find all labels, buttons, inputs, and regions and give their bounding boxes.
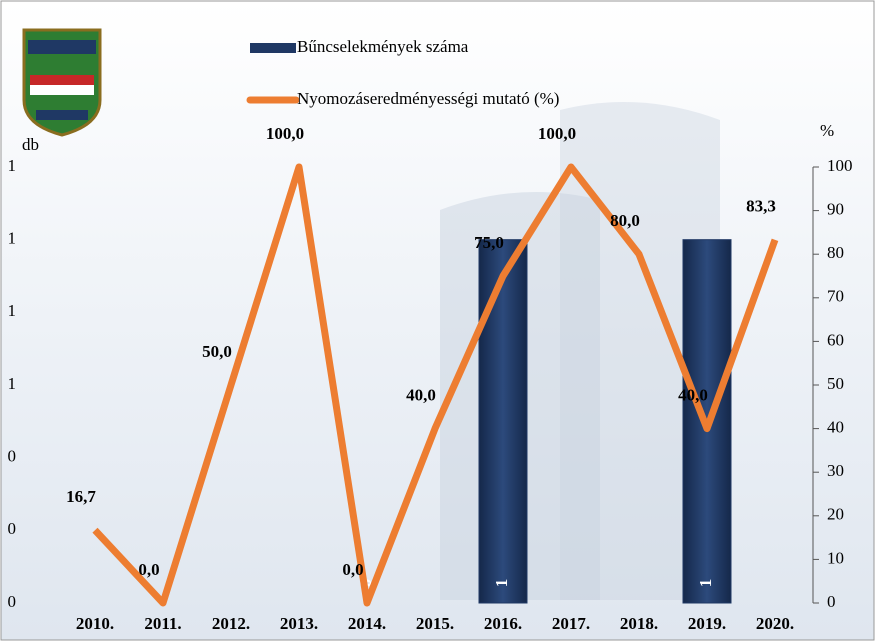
y-tick-label: 1: [8, 301, 17, 320]
line-value-label: 100,0: [538, 124, 576, 143]
line-value-label: 16,7: [66, 487, 96, 506]
line-value-label: 50,0: [202, 342, 232, 361]
line: [92, 163, 779, 607]
y2-tick-label: 100: [827, 156, 853, 175]
y2-tick-label: 50: [827, 374, 844, 393]
x-tick-label: 2016.: [484, 614, 522, 633]
y2-tick-label: 70: [827, 287, 844, 306]
y2-tick-label: 20: [827, 505, 844, 524]
y-tick-label: 0: [8, 519, 17, 538]
x-tick-label: 2011.: [144, 614, 181, 633]
background-building: [560, 102, 720, 600]
police-logo: [22, 28, 102, 137]
x-tick-label: 2014.: [348, 614, 386, 633]
y2-tick-label: 10: [827, 548, 844, 567]
x-tick-label: 2018.: [620, 614, 658, 633]
legend-label: Bűncselekmények száma: [297, 37, 469, 56]
x-tick-label: 2017.: [552, 614, 590, 633]
line-value-label: 80,0: [610, 211, 640, 230]
bar-value-label: 1: [696, 579, 715, 588]
x-tick-label: 2020.: [756, 614, 794, 633]
y2-tick-label: 0: [827, 592, 836, 611]
line-value-label: 100,0: [266, 124, 304, 143]
line-value-label: 0,0: [342, 560, 363, 579]
line-value-label: 0,0: [138, 560, 159, 579]
legend-label: Nyomozáseredményességi mutató (%): [297, 89, 559, 108]
y2-tick-label: 90: [827, 200, 844, 219]
x-tick-label: 2010.: [76, 614, 114, 633]
y2-axis-label: %: [820, 121, 834, 140]
y2-tick-label: 60: [827, 330, 844, 349]
y2-tick-label: 80: [827, 243, 844, 262]
y-tick-label: 1: [8, 156, 17, 175]
x-tick-label: 2012.: [212, 614, 250, 633]
bar: [478, 239, 528, 604]
legend-swatch: [250, 43, 296, 53]
y-axis-label: db: [22, 135, 39, 154]
x-tick-label: 2015.: [416, 614, 454, 633]
y-tick-label: 0: [8, 447, 17, 466]
y-tick-label: 1: [8, 229, 17, 248]
line-value-label: 83,3: [746, 197, 776, 216]
y-tick-label: 1: [8, 374, 17, 393]
line-value-label: 40,0: [678, 386, 708, 405]
y-tick-label: 0: [8, 592, 17, 611]
line-value-label: 40,0: [406, 386, 436, 405]
bar-value-label: 1: [492, 579, 511, 588]
x-tick-label: 2013.: [280, 614, 318, 633]
x-tick-label: 2019.: [688, 614, 726, 633]
line-value-label: 75,0: [474, 233, 504, 252]
y2-tick-label: 40: [827, 418, 844, 437]
y2-tick-label: 30: [827, 461, 844, 480]
